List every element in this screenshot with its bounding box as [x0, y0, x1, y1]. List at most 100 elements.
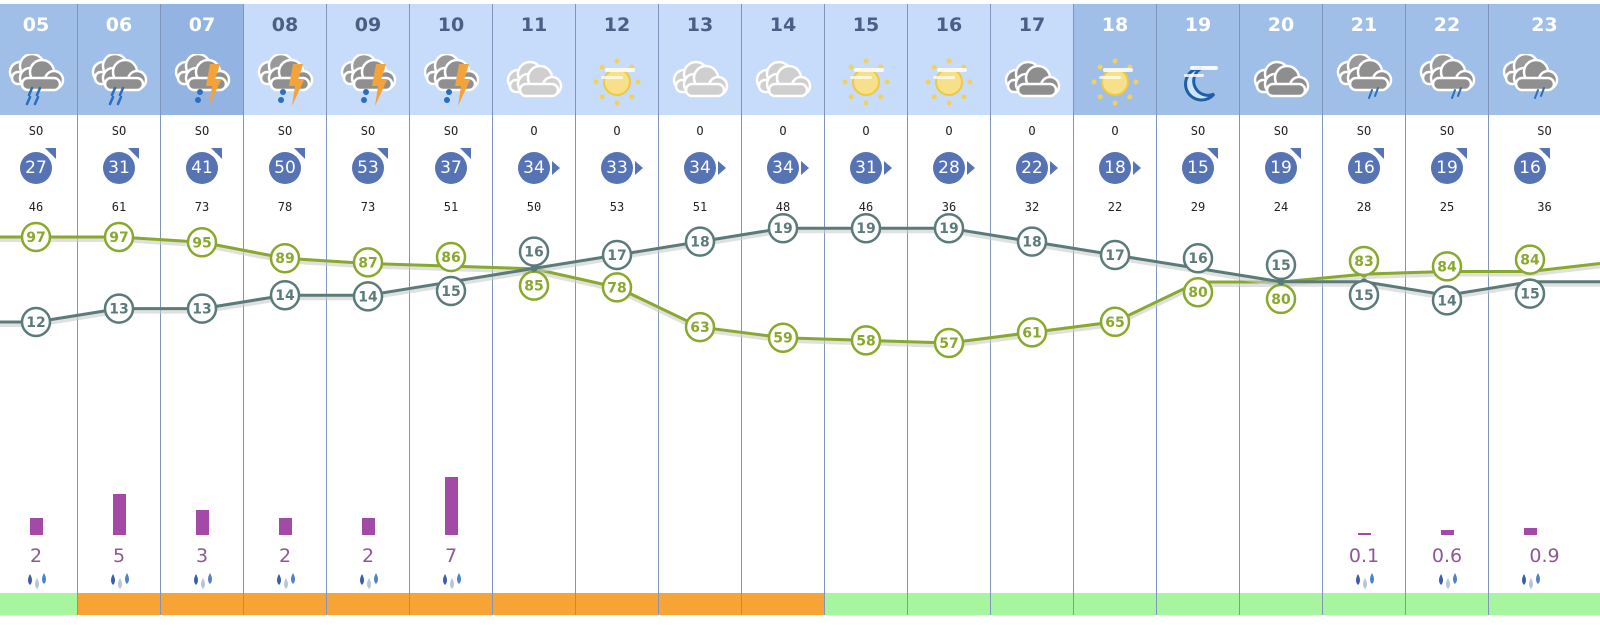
green-band: [825, 593, 907, 615]
green-band: [991, 593, 1073, 615]
hour-label: 06: [105, 14, 133, 36]
hour-label: 13: [686, 14, 714, 36]
rain-drops-icon: [357, 572, 381, 590]
wind-speed-badge: 31: [850, 152, 882, 184]
rain-drops-icon: [274, 572, 298, 590]
green-band: [1157, 593, 1239, 615]
hour-column: 14 O 34 48: [742, 4, 825, 615]
rain-drops-icon: [25, 572, 49, 590]
hour-label: 09: [354, 14, 382, 36]
hour-header: 05: [0, 4, 77, 115]
hour-column: 11 O 34 50: [493, 4, 576, 615]
wind-speed-badge: 27: [20, 152, 52, 184]
orange-band: [78, 593, 160, 615]
precipitation-value: 2: [361, 545, 375, 567]
hour-column: 18 O 18 22: [1074, 4, 1157, 615]
wind-direction: SO: [194, 124, 210, 138]
hour-column: 17 O 22 32: [991, 4, 1074, 615]
wind-gust: 51: [443, 200, 459, 214]
wind-direction: O: [696, 124, 704, 138]
green-band: [908, 593, 990, 615]
wind-arrow-icon: [801, 161, 809, 175]
wind-direction: SO: [443, 124, 459, 138]
wind-arrow-icon: [967, 161, 975, 175]
heavy-rain-icon: [8, 54, 65, 106]
hour-column: 12 O 33 53: [576, 4, 659, 615]
wind-arrow-icon: [128, 148, 139, 159]
thunderstorm-icon: [423, 54, 480, 106]
hour-column: 05 SO 27 46 2: [0, 4, 78, 615]
orange-band: [659, 593, 741, 615]
hour-column: 23 SO 16 36 0.9: [1489, 4, 1600, 615]
wind-speed-badge: 28: [933, 152, 965, 184]
hour-label: 12: [603, 14, 631, 36]
precipitation-bar: [196, 510, 209, 535]
hour-label: 15: [852, 14, 880, 36]
wind-arrow-icon: [1207, 148, 1218, 159]
wind-gust: 78: [277, 200, 293, 214]
precipitation-bar: [445, 476, 458, 535]
wind-direction: SO: [1273, 124, 1289, 138]
hour-header: 10: [410, 4, 492, 115]
wind-direction: O: [530, 124, 538, 138]
rain-drops-icon: [1353, 572, 1377, 590]
hour-header: 07: [161, 4, 243, 115]
wind-direction: O: [1111, 124, 1119, 138]
wind-gust: 46: [28, 200, 44, 214]
hour-label: 23: [1531, 14, 1558, 36]
wind-arrow-icon: [1373, 148, 1384, 159]
light-rain-icon: [1419, 54, 1476, 99]
wind-gust: 36: [941, 200, 957, 214]
wind-gust: 29: [1190, 200, 1206, 214]
thunderstorm-icon: [257, 54, 314, 106]
hour-header: 16: [908, 4, 990, 115]
orange-band: [327, 593, 409, 615]
green-band: [1406, 593, 1488, 615]
wind-speed-badge: 22: [1016, 152, 1048, 184]
wind-direction: O: [779, 124, 787, 138]
precipitation-value: 2: [29, 545, 43, 567]
overcast-icon: [1004, 60, 1061, 98]
wind-gust: 51: [692, 200, 708, 214]
hour-header: 14: [742, 4, 824, 115]
wind-gust: 73: [194, 200, 210, 214]
rain-drops-icon: [1436, 572, 1460, 590]
hour-label: 22: [1433, 14, 1461, 36]
wind-gust: 25: [1439, 200, 1455, 214]
wind-speed-badge: 19: [1265, 152, 1297, 184]
green-band: [0, 593, 77, 615]
rain-drops-icon: [108, 572, 132, 590]
hazy-moon-icon: [1184, 66, 1218, 102]
wind-direction: SO: [277, 124, 293, 138]
hour-column: 16 O 28 36: [908, 4, 991, 615]
precipitation-value: 5: [112, 545, 126, 567]
hour-header: 12: [576, 4, 658, 115]
wind-direction: O: [613, 124, 621, 138]
hour-header: 22: [1406, 4, 1488, 115]
wind-speed-badge: 34: [767, 152, 799, 184]
hazy-sun-icon: [1091, 58, 1139, 106]
precipitation-value: 0.6: [1431, 545, 1463, 567]
wind-arrow-icon: [884, 161, 892, 175]
wind-arrow-icon: [1539, 148, 1550, 159]
precipitation-bar: [1358, 533, 1371, 535]
wind-speed-badge: 34: [518, 152, 550, 184]
wind-arrow-icon: [552, 161, 560, 175]
thunderstorm-icon: [340, 54, 397, 106]
hazy-sun-icon: [842, 58, 890, 106]
wind-arrow-icon: [377, 148, 388, 159]
precipitation-value: 3: [195, 545, 209, 567]
hour-header: 19: [1157, 4, 1239, 115]
wind-direction: SO: [1356, 124, 1372, 138]
wind-arrow-icon: [635, 161, 643, 175]
orange-band: [493, 593, 575, 615]
wind-gust: 28: [1356, 200, 1372, 214]
wind-direction: SO: [1439, 124, 1455, 138]
hour-label: 20: [1267, 14, 1295, 36]
wind-arrow-icon: [718, 161, 726, 175]
heavy-rain-icon: [91, 54, 148, 106]
wind-arrow-icon: [1290, 148, 1301, 159]
wind-arrow-icon: [1050, 161, 1058, 175]
precipitation-value: 2: [278, 545, 292, 567]
hour-label: 11: [520, 14, 548, 36]
